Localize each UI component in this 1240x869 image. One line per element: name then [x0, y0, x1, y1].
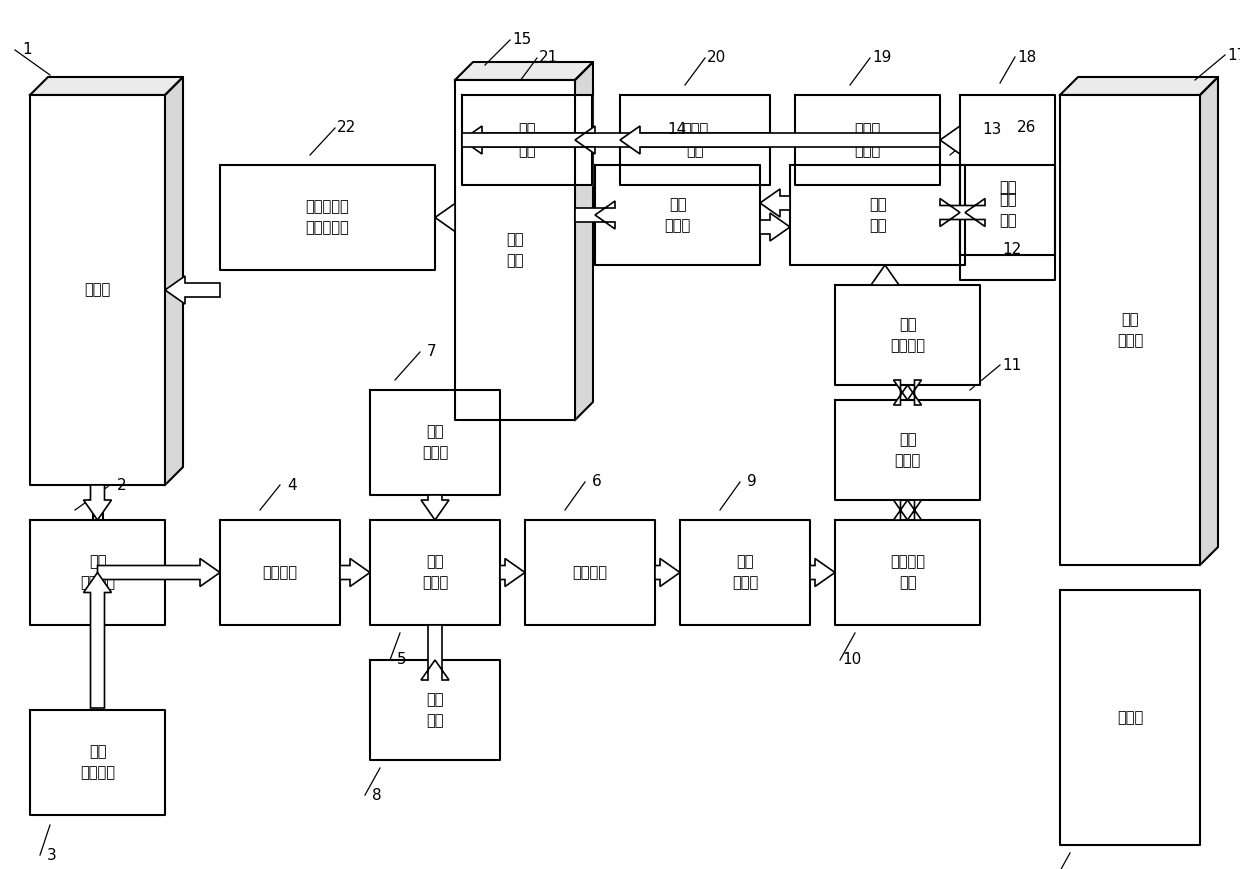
Polygon shape — [835, 400, 980, 500]
Text: 自动
控制电路: 自动 控制电路 — [81, 554, 115, 591]
Polygon shape — [1060, 77, 1218, 95]
Polygon shape — [165, 276, 219, 304]
Polygon shape — [960, 165, 1055, 255]
Text: 17: 17 — [1228, 48, 1240, 63]
Text: 切换电路: 切换电路 — [263, 565, 298, 580]
Polygon shape — [30, 710, 165, 815]
Text: 7: 7 — [428, 344, 436, 360]
Polygon shape — [30, 520, 165, 625]
Polygon shape — [940, 198, 985, 227]
Polygon shape — [370, 520, 500, 625]
Text: 电磁
屏蔽盒: 电磁 屏蔽盒 — [665, 197, 691, 233]
Text: 二号
同步带轮: 二号 同步带轮 — [890, 317, 925, 353]
Text: 14: 14 — [667, 123, 687, 137]
Text: 18: 18 — [1017, 50, 1037, 64]
Text: 声音传
感器组: 声音传 感器组 — [854, 122, 880, 158]
Polygon shape — [455, 80, 575, 420]
Text: 伺服电机: 伺服电机 — [573, 565, 608, 580]
Polygon shape — [30, 95, 165, 485]
Polygon shape — [595, 165, 760, 265]
Polygon shape — [422, 625, 449, 680]
Text: 2: 2 — [118, 477, 126, 493]
Text: 一号同步
带轮: 一号同步 带轮 — [890, 554, 925, 591]
Text: 15: 15 — [512, 32, 532, 48]
Text: 六通道同步
数据采集卡: 六通道同步 数据采集卡 — [305, 200, 350, 235]
Polygon shape — [219, 165, 435, 270]
Polygon shape — [1060, 590, 1200, 845]
Polygon shape — [894, 500, 921, 520]
Text: 行星
减速器: 行星 减速器 — [732, 554, 758, 591]
Polygon shape — [760, 189, 790, 217]
Polygon shape — [870, 265, 899, 285]
Text: 手动
控制面板: 手动 控制面板 — [81, 745, 115, 780]
Text: 22: 22 — [337, 121, 357, 136]
Text: 21: 21 — [539, 50, 559, 65]
Polygon shape — [835, 520, 980, 625]
Text: 调理
电路: 调理 电路 — [518, 122, 536, 158]
Text: 4: 4 — [288, 477, 296, 493]
Polygon shape — [760, 213, 790, 241]
Polygon shape — [960, 95, 1055, 280]
Polygon shape — [219, 520, 340, 625]
Polygon shape — [165, 77, 184, 485]
Polygon shape — [940, 126, 960, 154]
Text: 输出
转轴: 输出 转轴 — [869, 197, 887, 233]
Text: 同步
齿形带: 同步 齿形带 — [894, 432, 920, 468]
Text: 8: 8 — [372, 787, 382, 802]
Polygon shape — [455, 62, 593, 80]
Polygon shape — [30, 77, 184, 95]
Polygon shape — [575, 201, 615, 229]
Text: 伺服
放大器: 伺服 放大器 — [422, 554, 448, 591]
Text: 夹具: 夹具 — [998, 180, 1017, 195]
Text: 10: 10 — [842, 653, 862, 667]
Polygon shape — [575, 62, 593, 420]
Text: 20: 20 — [707, 50, 727, 65]
Polygon shape — [835, 285, 980, 385]
Polygon shape — [83, 573, 112, 708]
Polygon shape — [810, 559, 835, 587]
Text: 3: 3 — [47, 847, 57, 863]
Polygon shape — [525, 520, 655, 625]
Polygon shape — [435, 203, 455, 231]
Text: 5: 5 — [397, 653, 407, 667]
Text: 导电
滑环: 导电 滑环 — [506, 232, 523, 268]
Polygon shape — [894, 380, 921, 405]
Polygon shape — [463, 126, 595, 154]
Text: 快速
卡盘: 快速 卡盘 — [998, 192, 1017, 228]
Text: 隔离
变压器: 隔离 变压器 — [422, 424, 448, 461]
Polygon shape — [620, 95, 770, 185]
Text: 9: 9 — [748, 474, 756, 489]
Text: 工控机: 工控机 — [84, 282, 110, 297]
Text: 传感器
电缆: 传感器 电缆 — [682, 122, 708, 158]
Text: 滤波
单元: 滤波 单元 — [427, 692, 444, 728]
Polygon shape — [790, 165, 965, 265]
Polygon shape — [655, 559, 680, 587]
Text: 12: 12 — [1002, 242, 1022, 257]
Text: 6: 6 — [593, 474, 601, 489]
Polygon shape — [370, 660, 500, 760]
Polygon shape — [500, 559, 525, 587]
Text: 13: 13 — [982, 123, 1002, 137]
Polygon shape — [620, 126, 940, 154]
Text: 1: 1 — [22, 43, 32, 57]
Polygon shape — [1060, 95, 1200, 565]
Polygon shape — [98, 559, 219, 587]
Polygon shape — [422, 495, 449, 520]
Polygon shape — [340, 559, 370, 587]
Polygon shape — [463, 126, 770, 154]
Polygon shape — [463, 95, 591, 185]
Text: 26: 26 — [1017, 121, 1037, 136]
Text: 11: 11 — [1002, 357, 1022, 373]
Polygon shape — [83, 485, 112, 520]
Polygon shape — [795, 95, 940, 185]
Text: 周转车: 周转车 — [1117, 710, 1143, 725]
Polygon shape — [680, 520, 810, 625]
Text: 航天
发动机: 航天 发动机 — [1117, 312, 1143, 348]
Text: 19: 19 — [872, 50, 892, 65]
Polygon shape — [370, 390, 500, 495]
Polygon shape — [1200, 77, 1218, 565]
